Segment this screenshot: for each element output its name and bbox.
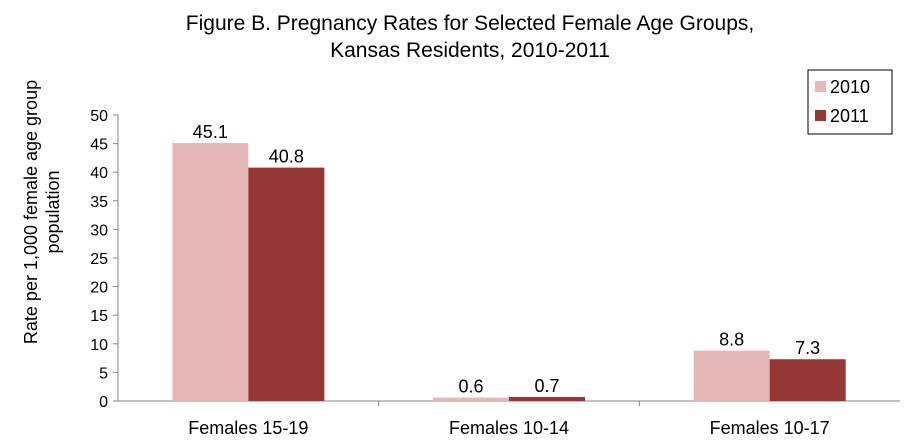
y-axis-ticks: 0 5 10 15 20 25 30 35 40 45 50 [90,108,118,411]
y-tick-label: 45 [90,137,108,154]
bar-2011-3 [769,359,846,401]
bar-2011-1 [248,167,325,401]
chart-title-line-2: Kansas Residents, 2010-2011 [330,39,610,62]
category-labels: Females 15-19 Females 10-14 Females 10-17 [188,418,829,438]
y-tick-label: 35 [90,194,108,211]
category-label: Females 10-17 [710,418,830,438]
data-label-2011-1: 40.8 [269,147,304,167]
chart-title-line-1: Figure B. Pregnancy Rates for Selected F… [186,12,754,35]
y-axis-label-line-2: population [43,170,63,253]
data-label-2011-3: 7.3 [795,338,820,358]
category-label: Females 10-14 [449,418,569,438]
legend-swatch-2011 [815,110,826,121]
y-tick-label: 15 [90,308,108,325]
y-tick-label: 0 [99,394,108,411]
bars [172,143,846,406]
data-labels: 45.1 40.8 0.6 0.7 8.8 7.3 [193,122,820,397]
bar-2010-2 [433,397,509,401]
legend-label-2011: 2011 [830,106,869,126]
y-tick-label: 5 [99,365,108,382]
category-label: Females 15-19 [188,418,308,438]
y-tick-label: 25 [90,251,108,268]
y-tick-label: 10 [90,337,108,354]
data-label-2010-3: 8.8 [719,330,744,350]
bar-2010-3 [693,350,770,401]
chart-title: Figure B. Pregnancy Rates for Selected F… [186,12,754,62]
data-label-2010-1: 45.1 [193,122,228,142]
y-tick-label: 40 [90,165,108,182]
y-tick-label: 20 [90,280,108,297]
bar-2011-2 [509,396,585,401]
data-label-2010-2: 0.6 [458,377,483,397]
y-axis-label: Rate per 1,000 female age group populati… [21,80,63,344]
legend-label-2010: 2010 [830,77,870,97]
bar-2010-1 [172,143,249,401]
legend-box [807,69,893,135]
y-tick-label: 50 [90,108,108,125]
legend: 2010 2011 [807,69,893,135]
y-tick-label: 30 [90,222,108,239]
legend-swatch-2010 [815,81,826,92]
y-axis-label-line-1: Rate per 1,000 female age group [21,80,41,344]
data-label-2011-2: 0.7 [534,376,559,396]
